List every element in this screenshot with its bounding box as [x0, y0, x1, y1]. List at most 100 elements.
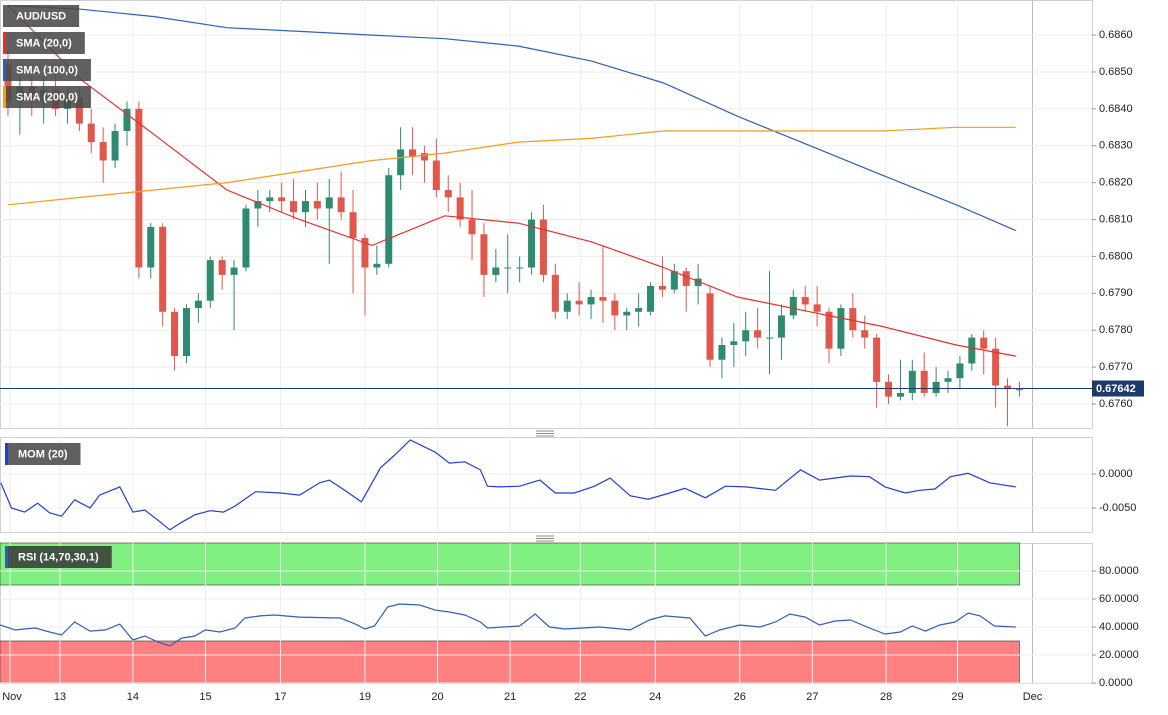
candle-body — [325, 197, 333, 209]
candle-body — [492, 267, 500, 275]
candle-body — [587, 297, 595, 305]
candle-body — [825, 311, 833, 349]
candle-body — [801, 297, 809, 305]
candle-body — [159, 226, 167, 312]
candle-body — [182, 308, 190, 357]
overlay: 0.6760 0.6770 0.6780 0.6790 0.6800 0.6810 0.68… — [0, 5, 1144, 703]
y-tick-label: 0.6850 — [1099, 66, 1133, 78]
y-tick-label: 0.6840 — [1099, 103, 1133, 115]
x-tick-label: 28 — [880, 691, 892, 703]
candle-body — [968, 337, 976, 364]
candle-body — [563, 300, 571, 312]
candle-body — [432, 160, 440, 191]
candle-body — [777, 315, 785, 338]
panel — [0, 0, 1096, 429]
candle-body — [539, 219, 547, 275]
indicator-line — [0, 603, 1016, 647]
legend-box — [3, 59, 91, 81]
candle-body — [873, 337, 881, 382]
candle-body — [670, 271, 678, 290]
candle-body — [206, 260, 214, 301]
candle-body — [504, 267, 512, 269]
last-price-box — [1092, 380, 1144, 397]
y-tick-label: 80.0000 — [1099, 565, 1139, 577]
indicator-line — [7, 126, 1016, 206]
candle-body — [135, 108, 143, 268]
candle-body — [361, 237, 369, 268]
candle-body — [658, 285, 666, 290]
candle-body — [75, 97, 83, 124]
candle-body — [766, 337, 774, 339]
candle-body — [635, 308, 643, 312]
candle-body — [706, 293, 714, 360]
panel-divider-grip — [536, 430, 554, 542]
x-tick-label: Dec — [1023, 691, 1043, 703]
candle-body — [290, 201, 298, 213]
y-tick-label: 0.6800 — [1099, 250, 1133, 262]
y-tick-label: 0.6770 — [1099, 361, 1133, 373]
candle-body — [516, 267, 524, 269]
candle-body — [301, 201, 309, 213]
x-tick-label: 27 — [806, 691, 818, 703]
candle-body — [480, 234, 488, 275]
legend-box — [3, 5, 80, 27]
candle-body — [647, 285, 655, 312]
candle-body — [682, 271, 690, 286]
candle-body — [373, 263, 381, 268]
legend-swatch — [3, 59, 6, 81]
indicator-line — [0, 439, 1016, 531]
candle-body — [420, 153, 428, 161]
y-tick-label: 40.0000 — [1099, 621, 1139, 633]
x-tick-label: 13 — [54, 691, 66, 703]
x-tick-label: 19 — [359, 691, 371, 703]
candle-body — [230, 267, 238, 275]
candle-body — [528, 219, 536, 268]
x-tick-label: 24 — [649, 691, 661, 703]
candle-body — [992, 348, 1000, 386]
candle-body — [611, 300, 619, 316]
candle-body — [754, 330, 762, 338]
candle-body — [944, 378, 952, 382]
y-tick-label: 20.0000 — [1099, 649, 1139, 661]
candle-body — [242, 208, 250, 268]
legend-box — [3, 32, 85, 54]
candle-body — [920, 370, 928, 393]
candle-body — [718, 344, 726, 360]
candle-body — [789, 297, 797, 316]
candle-body — [575, 300, 583, 305]
candle-body — [349, 212, 357, 238]
panel — [0, 542, 1096, 684]
candle-body — [444, 190, 452, 198]
y-tick-label: 0.6820 — [1099, 177, 1133, 189]
candle-body — [254, 201, 262, 209]
legend-label: MOM (20) — [18, 448, 68, 460]
y-tick-label: 0.6790 — [1099, 287, 1133, 299]
candle-body — [123, 108, 131, 131]
x-tick-label: 15 — [199, 691, 211, 703]
candle-body — [409, 149, 417, 157]
candle-body — [1004, 385, 1012, 390]
candle-body — [908, 370, 916, 393]
y-tick-label: 0.6760 — [1099, 398, 1133, 410]
x-tick-label: 26 — [734, 691, 746, 703]
panel — [0, 437, 1096, 533]
x-tick-label: 14 — [127, 691, 139, 703]
candle-body — [694, 278, 702, 286]
y-tick-label: 0.0000 — [1099, 677, 1133, 689]
x-tick-label: 21 — [504, 691, 516, 703]
candle-body — [111, 130, 119, 161]
candle-body — [99, 142, 107, 161]
legend-box — [5, 546, 112, 568]
candle-body — [861, 330, 869, 338]
candle-body — [313, 201, 321, 209]
candle-body — [849, 308, 857, 331]
legend-label: SMA (200,0) — [16, 91, 78, 103]
y-tick-label: 0.6780 — [1099, 324, 1133, 336]
panel-frame — [0, 0, 1093, 429]
candle-body — [87, 123, 95, 143]
y-tick-label: 0.6830 — [1099, 140, 1133, 152]
indicator-line — [7, 4, 1017, 232]
legend-swatch — [3, 32, 6, 54]
candle-body — [896, 392, 904, 397]
